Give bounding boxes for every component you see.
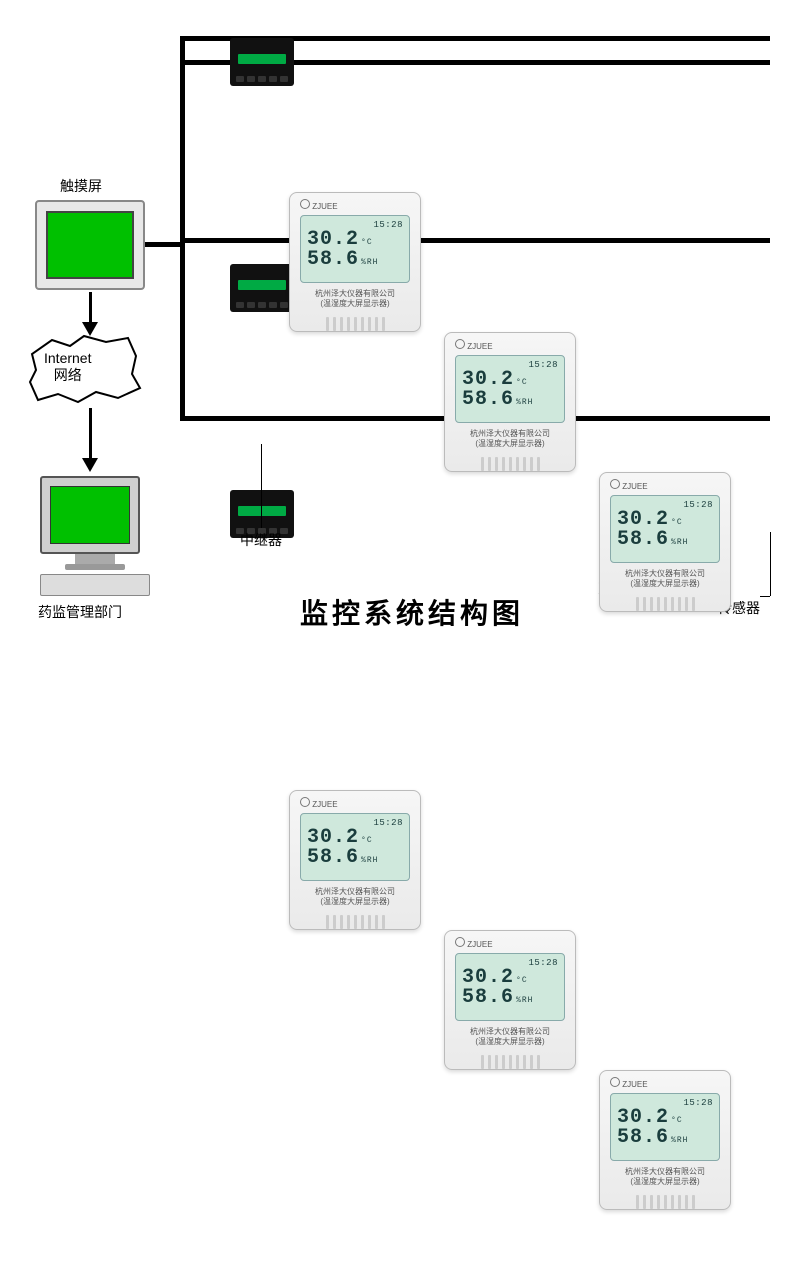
sensor-brand: ZJUEE bbox=[467, 940, 492, 949]
department-label: 药监管理部门 bbox=[38, 602, 122, 622]
sensor-brand: ZJUEE bbox=[622, 482, 647, 491]
sensor-module: ZJUEE 15:28 30.2°C 58.6%RH 杭州泽大仪器有限公司 (温… bbox=[599, 1070, 731, 1210]
sensor-footer2: (温湿度大屏显示器) bbox=[610, 579, 720, 589]
sensor-module: ZJUEE 15:28 30.2°C 58.6%RH 杭州泽大仪器有限公司 (温… bbox=[289, 790, 421, 930]
sensor-lcd: 15:28 30.2°C 58.6%RH bbox=[455, 355, 565, 423]
sensor-time: 15:28 bbox=[528, 958, 558, 968]
sensor-footer2: (温湿度大屏显示器) bbox=[300, 897, 410, 907]
sensor-lcd: 15:28 30.2°C 58.6%RH bbox=[300, 813, 410, 881]
sensor-footer1: 杭州泽大仪器有限公司 bbox=[610, 569, 720, 579]
sensor-module: ZJUEE 15:28 30.2°C 58.6%RH 杭州泽大仪器有限公司 (温… bbox=[444, 332, 576, 472]
sensor-unit1: °C bbox=[516, 976, 528, 985]
internet-line1: Internet bbox=[44, 350, 91, 367]
repeater-device bbox=[230, 264, 294, 312]
sensor-unit2: %RH bbox=[516, 996, 533, 1005]
sensor-reading2: 58.6 bbox=[617, 1126, 669, 1149]
sensor-module: ZJUEE 15:28 30.2°C 58.6%RH 杭州泽大仪器有限公司 (温… bbox=[444, 930, 576, 1070]
arrow-cloud-to-pc bbox=[82, 408, 98, 472]
touchscreen-screen bbox=[46, 211, 134, 279]
sensor-module: ZJUEE 15:28 30.2°C 58.6%RH 杭州泽大仪器有限公司 (温… bbox=[599, 472, 731, 612]
sensor-leader-v bbox=[770, 532, 771, 596]
sensor-unit2: %RH bbox=[361, 258, 378, 267]
repeater-leader bbox=[261, 444, 262, 528]
sensor-footer1: 杭州泽大仪器有限公司 bbox=[300, 289, 410, 299]
branch-row-2 bbox=[180, 238, 770, 243]
sensor-footer2: (温湿度大屏显示器) bbox=[610, 1177, 720, 1187]
sensor-reading2: 58.6 bbox=[307, 248, 359, 271]
sensor-lcd: 15:28 30.2°C 58.6%RH bbox=[300, 215, 410, 283]
sensor-lcd: 15:28 30.2°C 58.6%RH bbox=[610, 1093, 720, 1161]
sensor-brand: ZJUEE bbox=[467, 342, 492, 351]
diagram-title: 监控系统结构图 bbox=[300, 592, 524, 632]
sensor-footer2: (温湿度大屏显示器) bbox=[300, 299, 410, 309]
bus-vertical bbox=[180, 36, 185, 420]
sensor-unit2: %RH bbox=[361, 856, 378, 865]
sensor-unit1: °C bbox=[516, 378, 528, 387]
sensor-unit2: %RH bbox=[671, 538, 688, 547]
touchscreen-label: 触摸屏 bbox=[60, 176, 102, 196]
sensor-unit1: °C bbox=[671, 1116, 683, 1125]
repeater-device bbox=[230, 38, 294, 86]
sensor-unit2: %RH bbox=[671, 1136, 688, 1145]
internet-cloud-label: Internet 网络 bbox=[44, 350, 91, 384]
sensor-footer1: 杭州泽大仪器有限公司 bbox=[610, 1167, 720, 1177]
sensor-brand: ZJUEE bbox=[622, 1080, 647, 1089]
pc-keyboard-icon bbox=[40, 574, 150, 596]
sensor-reading2: 58.6 bbox=[462, 388, 514, 411]
internet-line2: 网络 bbox=[44, 367, 91, 384]
sensor-time: 15:28 bbox=[683, 500, 713, 510]
touchscreen-link bbox=[145, 242, 185, 247]
pc-device bbox=[40, 476, 150, 596]
sensor-time: 15:28 bbox=[373, 220, 403, 230]
sensor-footer1: 杭州泽大仪器有限公司 bbox=[300, 887, 410, 897]
sensor-lcd: 15:28 30.2°C 58.6%RH bbox=[455, 953, 565, 1021]
sensor-brand: ZJUEE bbox=[312, 202, 337, 211]
sensor-brand: ZJUEE bbox=[312, 800, 337, 809]
sensor-reading2: 58.6 bbox=[462, 986, 514, 1009]
sensor-reading2: 58.6 bbox=[307, 846, 359, 869]
sensor-unit1: °C bbox=[671, 518, 683, 527]
sensor-footer1: 杭州泽大仪器有限公司 bbox=[455, 1027, 565, 1037]
sensor-footer2: (温湿度大屏显示器) bbox=[455, 1037, 565, 1047]
sensor-time: 15:28 bbox=[683, 1098, 713, 1108]
touchscreen-device bbox=[35, 200, 145, 290]
sensor-reading2: 58.6 bbox=[617, 528, 669, 551]
sensor-leader-h bbox=[760, 596, 770, 597]
sensor-unit1: °C bbox=[361, 238, 373, 247]
sensor-unit2: %RH bbox=[516, 398, 533, 407]
sensor-footer1: 杭州泽大仪器有限公司 bbox=[455, 429, 565, 439]
repeater-label: 中继器 bbox=[240, 530, 282, 550]
sensor-footer2: (温湿度大屏显示器) bbox=[455, 439, 565, 449]
sensor-module: ZJUEE 15:28 30.2°C 58.6%RH 杭州泽大仪器有限公司 (温… bbox=[289, 192, 421, 332]
sensor-unit1: °C bbox=[361, 836, 373, 845]
pc-monitor-icon bbox=[40, 476, 140, 554]
sensor-time: 15:28 bbox=[373, 818, 403, 828]
sensor-lcd: 15:28 30.2°C 58.6%RH bbox=[610, 495, 720, 563]
sensor-time: 15:28 bbox=[528, 360, 558, 370]
